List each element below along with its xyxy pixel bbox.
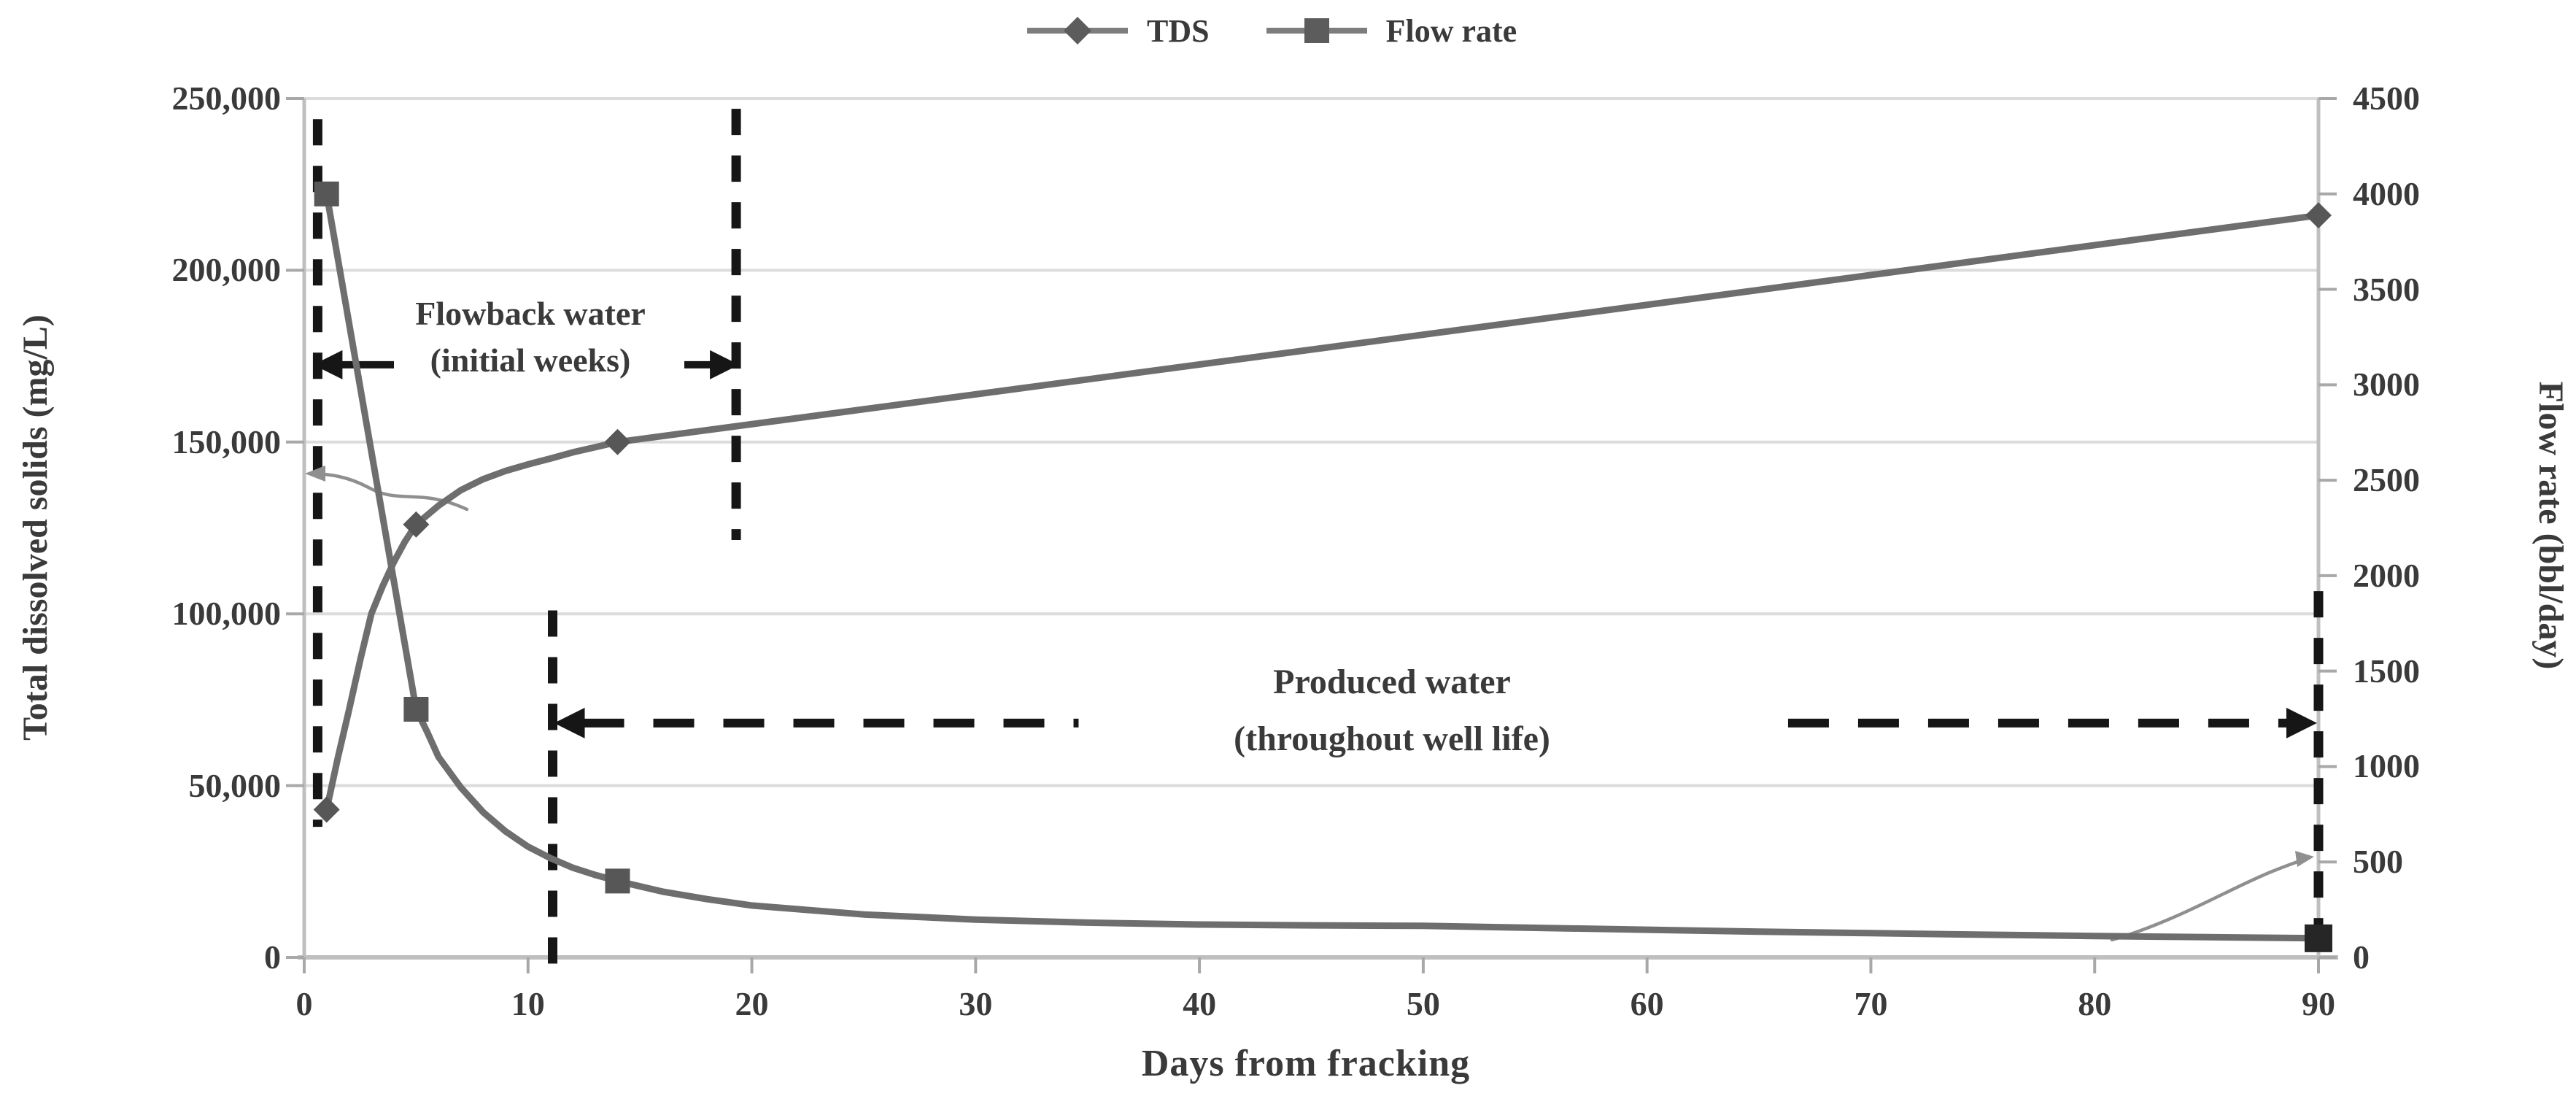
flowback-annotation-line2: (initial weeks)	[430, 342, 631, 379]
x-axis-title: Days from fracking	[1141, 1043, 1471, 1084]
y-left-tick-label: 200,000	[171, 251, 282, 289]
legend-item-tds: TDS	[1023, 7, 1210, 54]
produced-annotation-line1: Produced water	[1273, 663, 1511, 701]
flow-rate-point-marker	[403, 696, 429, 722]
x-tick-label: 10	[511, 985, 545, 1022]
flow-right-axis-leader-line	[2110, 857, 2306, 942]
tds-point-marker	[403, 511, 430, 538]
flow-rate-point-marker	[314, 181, 339, 207]
x-tick-label: 30	[959, 985, 993, 1022]
tds-series-marker-icon	[1027, 17, 1128, 45]
produced-arrow-left-head-icon	[554, 707, 585, 738]
produced-annotation: Produced water (throughout well life)	[1100, 654, 1684, 768]
flow-rate-line	[323, 190, 2322, 942]
flowback-arrow-left-head-icon	[313, 350, 343, 379]
y-right-tick-label: 3000	[2353, 366, 2420, 404]
tds-point-marker	[2305, 202, 2332, 229]
y-axis-left-title: Total dissolved solids (mg/L)	[16, 315, 55, 741]
flowback-annotation: Flowback water (initial weeks)	[319, 290, 742, 384]
tds-leader-arrow-icon	[305, 466, 325, 482]
x-tick-label: 0	[295, 985, 313, 1022]
legend-label-tds: TDS	[1147, 12, 1210, 49]
flowback-arrow-right-head-icon	[710, 350, 740, 379]
y-right-tick-label: 4000	[2353, 174, 2420, 212]
legend-label-flow-rate: Flow rate	[1385, 12, 1517, 49]
flow-rate-point-marker	[605, 868, 630, 894]
produced-arrow-right-head-icon	[2286, 707, 2317, 738]
x-tick-label: 60	[1630, 985, 1664, 1022]
x-tick-label: 20	[735, 985, 769, 1022]
flowback-annotation-line1: Flowback water	[415, 295, 646, 332]
x-tick-label: 90	[2302, 985, 2335, 1022]
tds-point-marker	[313, 796, 340, 823]
y-right-tick-label: 2000	[2353, 556, 2420, 594]
y-right-tick-label: 3500	[2353, 270, 2420, 308]
produced-annotation-line2: (throughout well life)	[1234, 719, 1550, 758]
y-right-tick-label: 1500	[2353, 652, 2420, 690]
flow-rate-series-marker-icon	[1266, 18, 1367, 43]
x-tick-label: 70	[1854, 985, 1888, 1022]
tds-point-marker	[604, 428, 631, 455]
y-right-tick-label: 0	[2353, 938, 2370, 976]
flow-rate-point-marker	[2305, 924, 2332, 952]
y-left-tick-label: 150,000	[171, 423, 282, 460]
y-left-tick-label: 50,000	[188, 766, 282, 804]
y-left-tick-label: 250,000	[171, 80, 282, 117]
y-left-tick-label: 0	[264, 938, 281, 976]
flow-leader-arrow-icon	[2295, 851, 2314, 867]
y-right-tick-label: 500	[2353, 843, 2403, 881]
y-right-tick-label: 2500	[2353, 461, 2420, 499]
y-right-tick-label: 1000	[2353, 747, 2420, 785]
legend-item-flow-rate: Flow rate	[1262, 7, 1517, 54]
x-tick-label: 50	[1406, 985, 1440, 1022]
tds-line	[323, 212, 2322, 814]
x-tick-label: 80	[2078, 985, 2112, 1022]
legend: TDS Flow rate	[1023, 7, 1517, 54]
y-left-tick-label: 100,000	[171, 595, 282, 633]
x-tick-label: 40	[1183, 985, 1217, 1022]
y-axis-right-title: Flow rate (bbl/day)	[2531, 381, 2570, 670]
y-right-tick-label: 4500	[2353, 80, 2420, 117]
